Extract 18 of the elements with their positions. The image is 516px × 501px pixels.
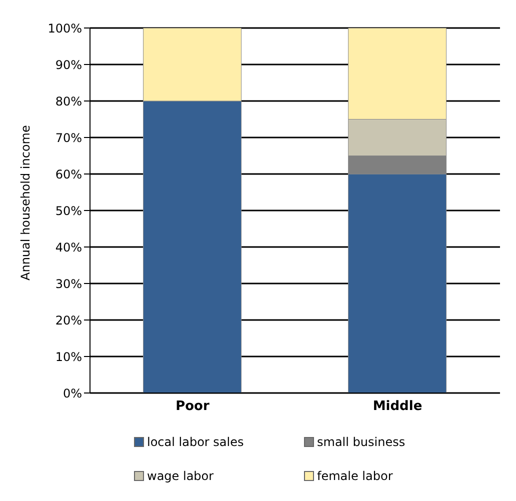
y-tick-label: 50% <box>55 204 82 218</box>
y-tick-label: 20% <box>55 313 82 328</box>
y-tick-label: 100% <box>48 21 82 36</box>
y-tick-label: 10% <box>55 350 82 364</box>
y-tick-label: 80% <box>55 94 82 108</box>
y-tick-label: 0% <box>62 386 82 400</box>
y-tick-label: 90% <box>55 58 82 72</box>
legend-label: local labor sales <box>147 435 244 449</box>
legend-label: female labor <box>317 469 393 483</box>
y-tick-label: 40% <box>55 240 82 254</box>
y-tick-label: 30% <box>55 276 82 291</box>
y-tick-label: 60% <box>55 167 82 182</box>
y-axis-title: Annual household income <box>18 125 32 280</box>
x-tick-label: Middle <box>372 399 422 414</box>
legend-label: wage labor <box>147 469 214 483</box>
legend-label: small business <box>317 435 406 449</box>
x-tick-label: Poor <box>176 399 210 414</box>
y-tick-label: 70% <box>55 130 82 145</box>
